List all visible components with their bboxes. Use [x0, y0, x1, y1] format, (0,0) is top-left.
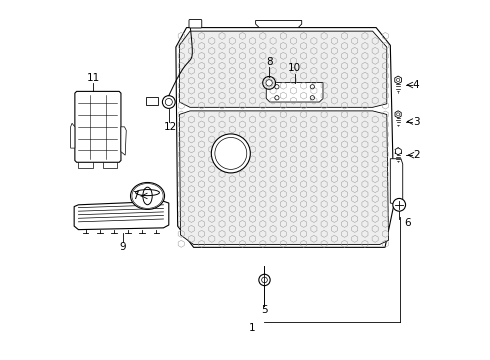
Polygon shape — [395, 76, 401, 84]
Polygon shape — [74, 201, 169, 230]
Polygon shape — [391, 159, 403, 205]
Circle shape — [211, 134, 250, 173]
Circle shape — [162, 96, 175, 108]
Polygon shape — [179, 31, 387, 107]
Polygon shape — [179, 111, 389, 244]
Circle shape — [393, 198, 406, 211]
Circle shape — [259, 274, 270, 285]
Text: 1: 1 — [249, 323, 255, 333]
Text: 11: 11 — [87, 73, 100, 83]
Text: 8: 8 — [266, 57, 272, 67]
FancyBboxPatch shape — [146, 97, 158, 105]
Polygon shape — [71, 123, 75, 148]
Ellipse shape — [130, 183, 165, 210]
Text: 6: 6 — [405, 218, 412, 228]
Text: 7: 7 — [132, 191, 139, 201]
Polygon shape — [176, 28, 394, 247]
Text: 2: 2 — [413, 150, 419, 160]
Text: 10: 10 — [288, 63, 301, 73]
Polygon shape — [256, 21, 302, 28]
Text: 12: 12 — [164, 122, 177, 132]
Polygon shape — [103, 162, 118, 168]
Text: 5: 5 — [261, 305, 268, 315]
FancyBboxPatch shape — [189, 19, 202, 28]
Polygon shape — [266, 82, 323, 102]
Polygon shape — [395, 111, 401, 118]
Text: 3: 3 — [413, 117, 419, 126]
Polygon shape — [75, 91, 121, 162]
Polygon shape — [78, 162, 93, 168]
Text: 9: 9 — [120, 242, 126, 252]
Circle shape — [263, 77, 275, 89]
Text: 4: 4 — [413, 80, 419, 90]
Polygon shape — [121, 127, 126, 155]
